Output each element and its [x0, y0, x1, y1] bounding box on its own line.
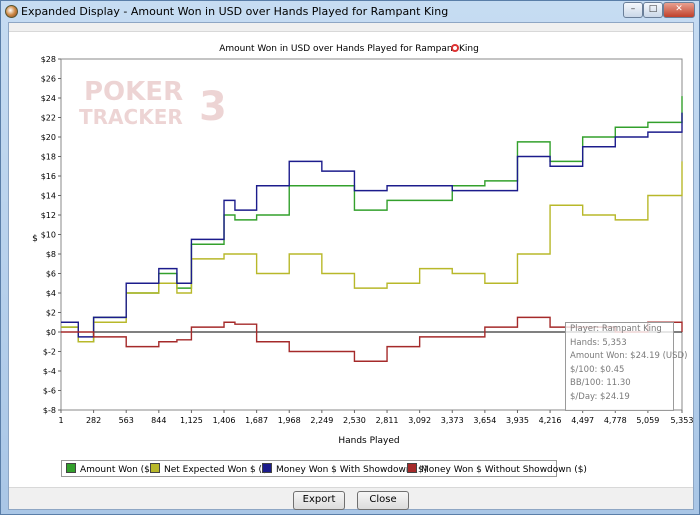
y-tick-label: $10 — [41, 231, 56, 240]
y-tick-label: $20 — [41, 133, 56, 142]
x-tick-label: 3,373 — [441, 416, 464, 425]
chart-panel: POKER TRACKER 3 Amount Won in USD over H… — [9, 31, 693, 488]
chart-title: Amount Won in USD over Hands Played for … — [219, 44, 479, 54]
legend-label: Money Won $ With Showdown ($) — [276, 465, 428, 475]
poker-chip-icon — [5, 5, 18, 18]
title-logo-icon — [451, 44, 459, 52]
x-tick-label: 1,125 — [180, 416, 203, 425]
chart-legend: Amount Won ($) Net Expected Won $ ($) Mo… — [61, 460, 587, 477]
series-line-3 — [61, 316, 683, 362]
legend-label: Money Won $ Without Showdown ($) — [421, 465, 587, 475]
y-tick-label: $-6 — [43, 387, 56, 396]
x-tick-label: 2,530 — [343, 416, 366, 425]
tooltip-bb-100: BB/100: 11.30 — [570, 378, 631, 388]
tooltip-per-day: $/Day: $24.19 — [570, 391, 630, 402]
series-line-1 — [61, 161, 683, 343]
y-tick-label: $0 — [46, 328, 56, 337]
y-tick-label: $24 — [41, 94, 56, 103]
y-tick-label: $26 — [41, 75, 56, 84]
x-tick-label: 4,778 — [604, 416, 627, 425]
x-tick-label: 4,497 — [571, 416, 594, 425]
y-tick-label: $8 — [46, 250, 56, 259]
x-tick-label: 1,406 — [213, 416, 236, 425]
x-tick-label: 3,654 — [473, 416, 496, 425]
tooltip-player: Player: Rampant King — [570, 324, 662, 334]
y-axis-label: $ — [32, 234, 38, 244]
legend-label: Net Expected Won $ ($) — [164, 465, 272, 475]
x-tick-label: 563 — [119, 416, 134, 425]
x-tick-label: 282 — [86, 416, 101, 425]
legend-item-with-showdown: Money Won $ With Showdown ($) — [262, 463, 427, 475]
y-tick-label: $4 — [46, 289, 56, 298]
y-tick-label: $-2 — [43, 348, 56, 357]
title-bar[interactable]: Expanded Display - Amount Won in USD ove… — [1, 1, 699, 21]
x-tick-label: 1,687 — [245, 416, 268, 425]
y-tick-label: $6 — [46, 270, 56, 279]
x-tick-label: 3,935 — [506, 416, 529, 425]
y-tick-label: $16 — [41, 172, 56, 181]
y-tick-label: $14 — [41, 192, 56, 201]
close-window-button[interactable]: ✕ — [663, 2, 695, 18]
x-tick-label: 2,811 — [376, 416, 399, 425]
x-tick-label: 1,968 — [278, 416, 301, 425]
series-line-0 — [61, 96, 683, 343]
dialog-body: POKER TRACKER 3 Amount Won in USD over H… — [8, 22, 694, 510]
player-stats-tooltip: Player: Rampant King Hands: 5,353 Amount… — [565, 322, 688, 411]
tooltip-per-100: $/100: $0.45 — [570, 364, 625, 375]
legend-item-without-showdown: Money Won $ Without Showdown ($) — [407, 463, 587, 475]
legend-swatch — [66, 463, 76, 473]
tooltip-amount-won: Amount Won: $24.19 (USD) — [570, 351, 688, 361]
x-axis-label: Hands Played — [338, 436, 399, 446]
y-tick-label: $22 — [41, 114, 56, 123]
series-line-2 — [61, 112, 683, 338]
legend-item-net-expected: Net Expected Won $ ($) — [150, 463, 271, 475]
window-title: Expanded Display - Amount Won in USD ove… — [21, 5, 449, 18]
legend-label: Amount Won ($) — [80, 465, 154, 475]
x-tick-label: 2,249 — [310, 416, 333, 425]
maximize-button[interactable]: □ — [643, 2, 663, 18]
export-button[interactable]: Export — [293, 491, 345, 510]
minimize-button[interactable]: – — [623, 2, 643, 18]
legend-swatch — [150, 463, 160, 473]
y-tick-label: $-8 — [43, 406, 56, 415]
legend-swatch — [407, 463, 417, 473]
y-tick-label: $-4 — [43, 367, 56, 376]
amount-won-chart: POKER TRACKER 3 Amount Won in USD over H… — [32, 44, 693, 446]
watermark-number: 3 — [199, 84, 227, 130]
y-tick-label: $18 — [41, 153, 56, 162]
legend-item-amount-won: Amount Won ($) — [66, 463, 153, 475]
x-tick-label: 844 — [151, 416, 166, 425]
x-tick-label: 3,092 — [408, 416, 431, 425]
y-tick-label: $28 — [41, 55, 56, 64]
tooltip-hands: Hands: 5,353 — [570, 337, 627, 348]
y-tick-label: $2 — [46, 309, 56, 318]
watermark-tracker: TRACKER — [79, 105, 183, 129]
watermark: POKER TRACKER 3 — [79, 77, 227, 130]
x-tick-label: 4,216 — [539, 416, 562, 425]
close-button[interactable]: Close — [357, 491, 409, 510]
y-tick-label: $12 — [41, 211, 56, 220]
x-tick-label: 1 — [58, 416, 63, 425]
x-tick-label: 5,059 — [636, 416, 659, 425]
x-tick-label: 5,353 — [671, 416, 693, 425]
watermark-poker: POKER — [84, 77, 183, 107]
legend-swatch — [262, 463, 272, 473]
